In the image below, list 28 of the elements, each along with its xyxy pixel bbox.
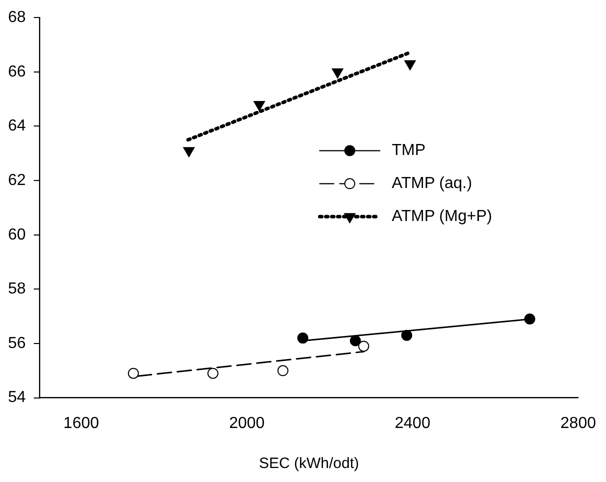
x-tick-label: 2800 [560,414,596,432]
point [404,60,416,70]
point [524,314,536,325]
point [277,365,288,376]
x-tick-label: 2400 [394,414,430,432]
point [358,340,370,352]
point [401,330,412,341]
legend-label: TMP [392,142,426,160]
legend-label: ATMP (Mg+P) [392,208,492,226]
point [128,368,139,379]
point [183,147,195,158]
point [297,332,308,344]
y-tick-label: 64 [8,118,26,135]
y-tick-label: 54 [8,389,26,406]
point [207,368,218,379]
y-tick-label: 58 [8,280,26,298]
point [254,101,265,112]
x-tick-label: 1600 [63,414,100,432]
x-axis-title: SEC (kWh/odt) [258,455,360,472]
legend-label: ATMP (aq.) [392,175,472,192]
x-tick-label: 2000 [229,414,265,432]
y-tick-label: 60 [8,226,26,244]
point [350,335,361,346]
y-tick-label: 56 [8,334,26,352]
y-tick-label: 62 [8,172,26,189]
y-tick-label: 68 [8,9,26,26]
point [332,68,344,78]
y-tick-label: 66 [8,63,26,80]
